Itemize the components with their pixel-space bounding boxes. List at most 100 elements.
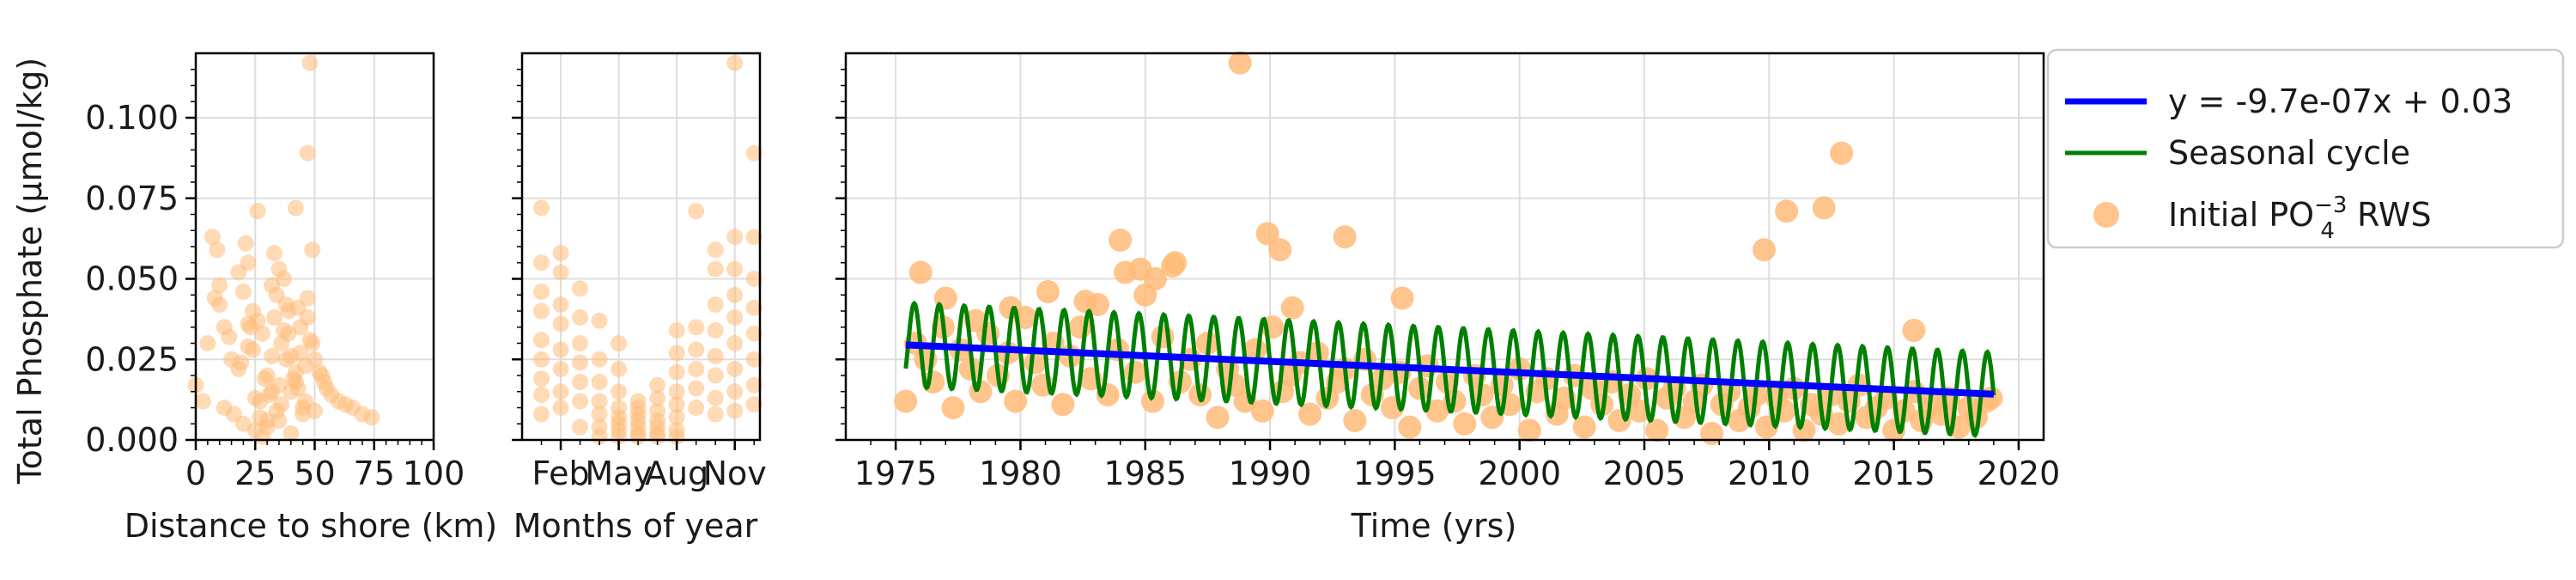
month-data-point	[591, 374, 608, 390]
month-data-point	[552, 383, 569, 400]
month-data-point	[611, 361, 628, 377]
month-data-point	[688, 203, 705, 220]
time-data-point	[1453, 412, 1477, 436]
time-data-point	[1753, 238, 1776, 262]
trend-line	[905, 341, 1995, 398]
time-data-point	[1398, 415, 1422, 439]
distance-data-point	[256, 370, 273, 388]
distance-data-point	[301, 54, 319, 71]
month-data-point	[552, 296, 569, 313]
distance-data-point	[275, 322, 292, 339]
time-data-point	[1645, 418, 1669, 443]
legend-box	[2046, 48, 2565, 249]
distance-data-point	[249, 203, 266, 220]
distance-x-axis-label: Distance to shore (km)	[125, 507, 498, 545]
time-data-point	[908, 260, 933, 284]
month-data-point	[707, 367, 724, 384]
distance-data-point	[221, 328, 238, 345]
month-data-point	[611, 335, 628, 351]
distance-data-point	[252, 409, 269, 426]
month-data-point	[668, 383, 685, 400]
time-x-axis-label: Time (yrs)	[1351, 507, 1517, 545]
month-data-point	[668, 322, 685, 339]
distance-data-point	[363, 409, 380, 426]
month-data-point	[591, 351, 608, 368]
time-x-tick-label: 2020	[1978, 455, 2061, 492]
time-data-point	[1036, 280, 1060, 303]
time-x-tick-label: 2015	[1852, 455, 1935, 492]
distance-data-point	[299, 144, 316, 162]
month-data-point	[726, 361, 744, 377]
time-data-point	[1812, 196, 1836, 220]
distance-data-point	[304, 241, 321, 259]
month-data-point	[572, 280, 589, 297]
time-data-point	[1470, 383, 1494, 406]
distance-x-tick-label: 0	[185, 455, 206, 492]
distance-y-tick-label: 0.050	[85, 260, 179, 298]
month-data-point	[533, 351, 550, 368]
distance-data-point	[206, 290, 223, 307]
distance-data-point	[254, 325, 271, 342]
distance-data-point	[254, 428, 271, 445]
month-data-point	[745, 325, 762, 342]
month-data-point	[707, 348, 724, 364]
distance-data-point	[204, 229, 221, 246]
month-points	[533, 54, 762, 445]
month-data-point	[688, 380, 705, 397]
distance-data-point	[270, 260, 288, 278]
month-data-point	[668, 396, 685, 413]
legend-points-label-main: Initial PO	[2168, 196, 2314, 234]
month-data-point	[552, 264, 569, 281]
month-data-point	[533, 370, 550, 388]
distance-data-point	[304, 335, 321, 351]
time-x-tick-label: 2000	[1478, 455, 1561, 492]
legend-points-label-sub: 4	[2320, 218, 2335, 244]
time-data-point	[1123, 360, 1147, 384]
distance-data-point	[307, 402, 323, 419]
distance-panel: 0 25 50 75 100 0.000 0.025 0.050 0.075 0.100 Dis…	[11, 52, 498, 545]
month-data-point	[745, 144, 762, 162]
distance-data-point	[199, 335, 216, 351]
time-data-point	[1425, 399, 1449, 423]
month-data-point	[707, 406, 724, 423]
time-data-point	[1250, 399, 1274, 423]
time-x-tick-label: 2005	[1603, 455, 1686, 492]
time-x-tick-label: 1995	[1353, 455, 1437, 492]
distance-y-tick-label: 0.025	[85, 340, 179, 378]
month-data-point	[552, 315, 569, 333]
month-x-tick-label: Nov	[703, 455, 767, 492]
legend-points-label: Initial PO−3 4 RWS	[2168, 192, 2432, 244]
month-data-point	[533, 284, 550, 300]
distance-data-point	[265, 309, 283, 326]
time-data-point	[1004, 389, 1028, 413]
legend-points-swatch	[2093, 202, 2119, 228]
month-data-point	[745, 229, 762, 246]
month-data-point	[707, 322, 724, 339]
distance-points	[187, 54, 380, 445]
month-data-point	[688, 361, 705, 377]
month-data-point	[726, 286, 744, 303]
month-data-point	[533, 302, 550, 320]
month-data-point	[572, 354, 589, 371]
month-data-point	[572, 374, 589, 390]
time-data-point	[1268, 238, 1292, 262]
distance-data-point	[270, 376, 288, 394]
month-x-tick-label: Feb	[532, 455, 589, 492]
time-data-point	[1140, 389, 1164, 413]
month-data-point	[649, 376, 666, 394]
distance-data-point	[299, 309, 316, 326]
time-data-point	[1206, 406, 1230, 430]
month-data-point	[726, 383, 744, 400]
month-data-point	[688, 319, 705, 336]
month-data-point	[726, 54, 744, 71]
time-data-point	[1830, 141, 1854, 165]
time-x-tick-label: 1990	[1229, 455, 1312, 492]
legend-points-label-sup: −3	[2314, 192, 2347, 218]
month-data-point	[726, 229, 744, 246]
time-data-point	[1280, 296, 1304, 320]
time-data-point	[1255, 222, 1279, 246]
distance-data-point	[234, 415, 252, 432]
distance-x-tick-label: 50	[294, 455, 335, 492]
month-data-point	[572, 309, 589, 326]
